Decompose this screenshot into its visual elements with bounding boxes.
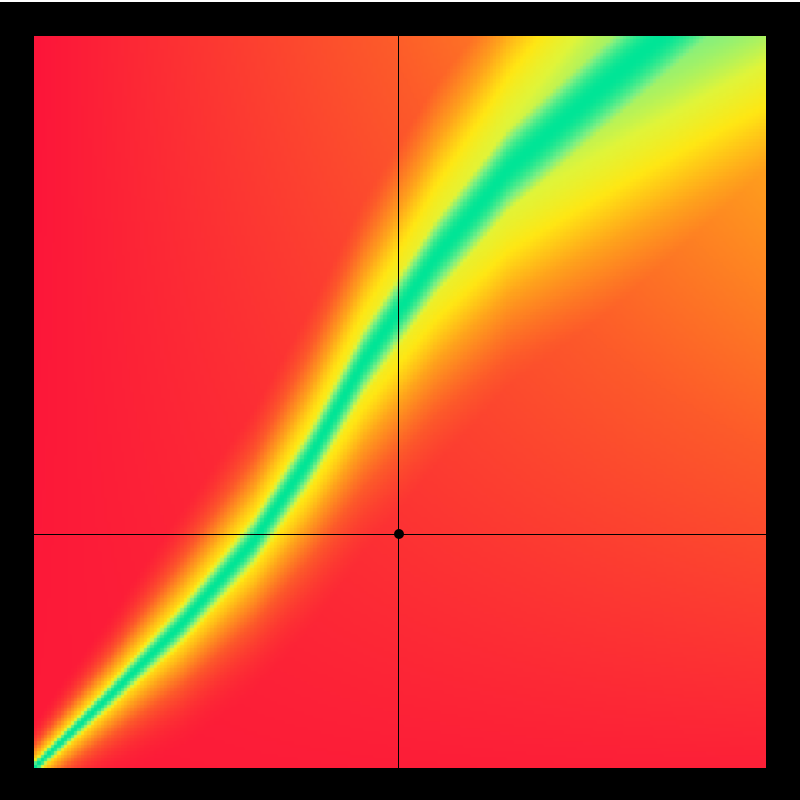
chart-frame (0, 2, 800, 800)
crosshair-vertical (398, 36, 399, 768)
